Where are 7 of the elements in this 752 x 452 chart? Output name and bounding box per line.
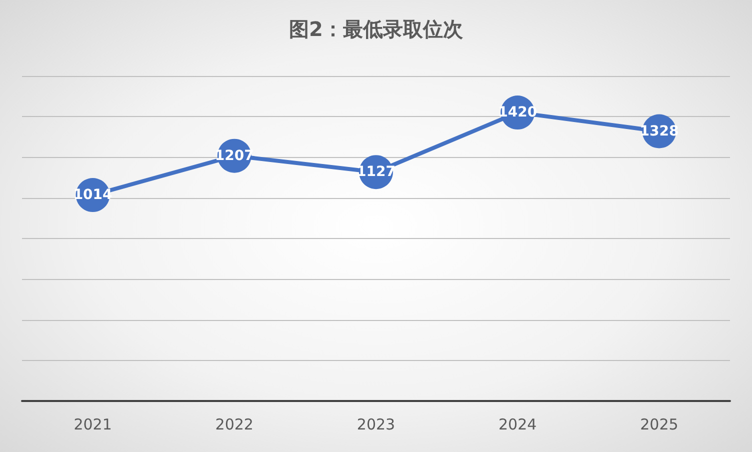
data-label: 1207 xyxy=(214,148,254,164)
x-tick-label: 2024 xyxy=(498,416,537,434)
x-tick-label: 2021 xyxy=(74,416,112,434)
x-tick-label: 2023 xyxy=(356,416,396,434)
chart-title: 图2：最低录取位次 xyxy=(289,17,464,41)
x-tick-label: 2022 xyxy=(215,416,254,434)
x-tick-label: 2025 xyxy=(640,416,678,434)
